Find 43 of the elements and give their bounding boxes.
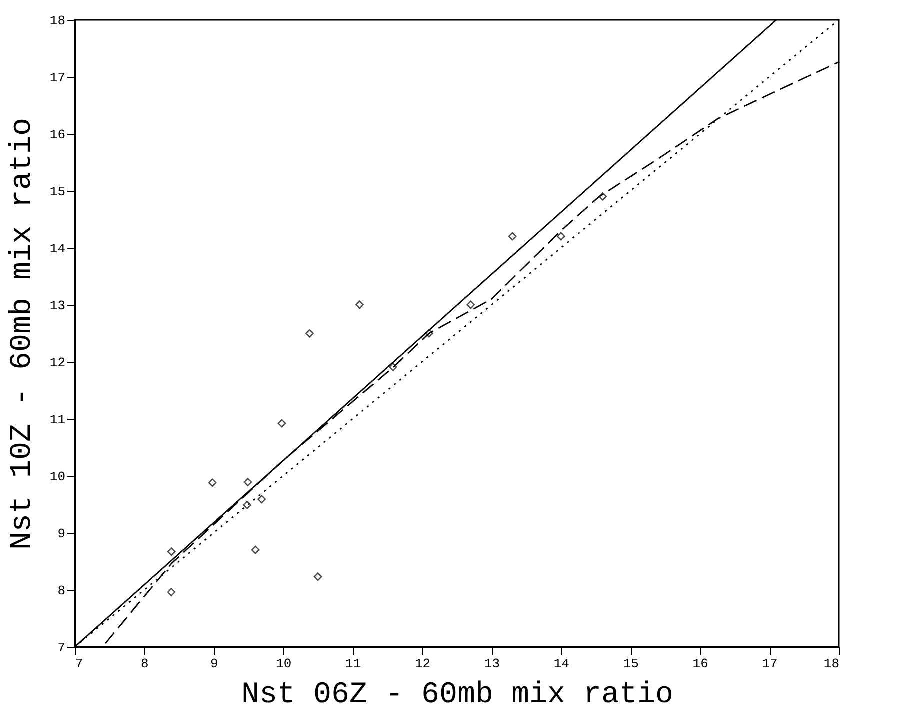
y-tick-label: 14 <box>50 242 66 256</box>
point <box>306 329 314 338</box>
x-tick-label: 8 <box>141 656 149 672</box>
y-tick-label: 9 <box>58 526 66 542</box>
x-tick-label: 14 <box>554 656 570 672</box>
point <box>251 546 260 554</box>
x-tick-label: 17 <box>762 656 778 672</box>
y-tick-label: 12 <box>50 356 66 370</box>
x-tick-label: 16 <box>692 656 708 672</box>
y-tick-label: 17 <box>50 70 66 86</box>
y-tick-label: 18 <box>50 14 66 28</box>
y-tick-label: 7 <box>58 640 66 656</box>
point <box>425 329 434 338</box>
point <box>598 192 608 201</box>
point <box>314 572 322 582</box>
x-tick-label: 13 <box>484 656 500 672</box>
point <box>258 495 266 504</box>
y-tick-label: 16 <box>50 128 66 142</box>
x-tick-label: 7 <box>76 656 84 672</box>
x-tick-label: 18 <box>824 656 840 672</box>
point <box>243 500 252 510</box>
y-tick-label: 10 <box>50 470 66 484</box>
y-tick-label: 8 <box>58 584 66 598</box>
point <box>556 232 566 241</box>
point <box>278 419 286 428</box>
y-tick-label: 13 <box>50 298 66 314</box>
point <box>167 588 176 596</box>
x-tick-label: 9 <box>210 656 218 672</box>
point <box>388 362 398 372</box>
x-axis-title: Nst 06Z - 60mb mix ratio <box>241 678 674 712</box>
point <box>508 232 517 241</box>
x-tick-label: 11 <box>346 656 362 672</box>
point <box>244 478 252 486</box>
x-tick-label: 15 <box>623 656 639 672</box>
y-tick-label: 11 <box>50 412 66 428</box>
point <box>208 478 217 488</box>
point <box>466 300 476 310</box>
x-tick-label: 10 <box>276 656 292 672</box>
y-tick-label: 15 <box>50 184 66 200</box>
point <box>356 300 364 310</box>
y-axis-title: Nst 10Z - 60mb mix ratio <box>6 118 40 550</box>
point <box>167 548 176 556</box>
x-tick-label: 12 <box>414 656 431 672</box>
